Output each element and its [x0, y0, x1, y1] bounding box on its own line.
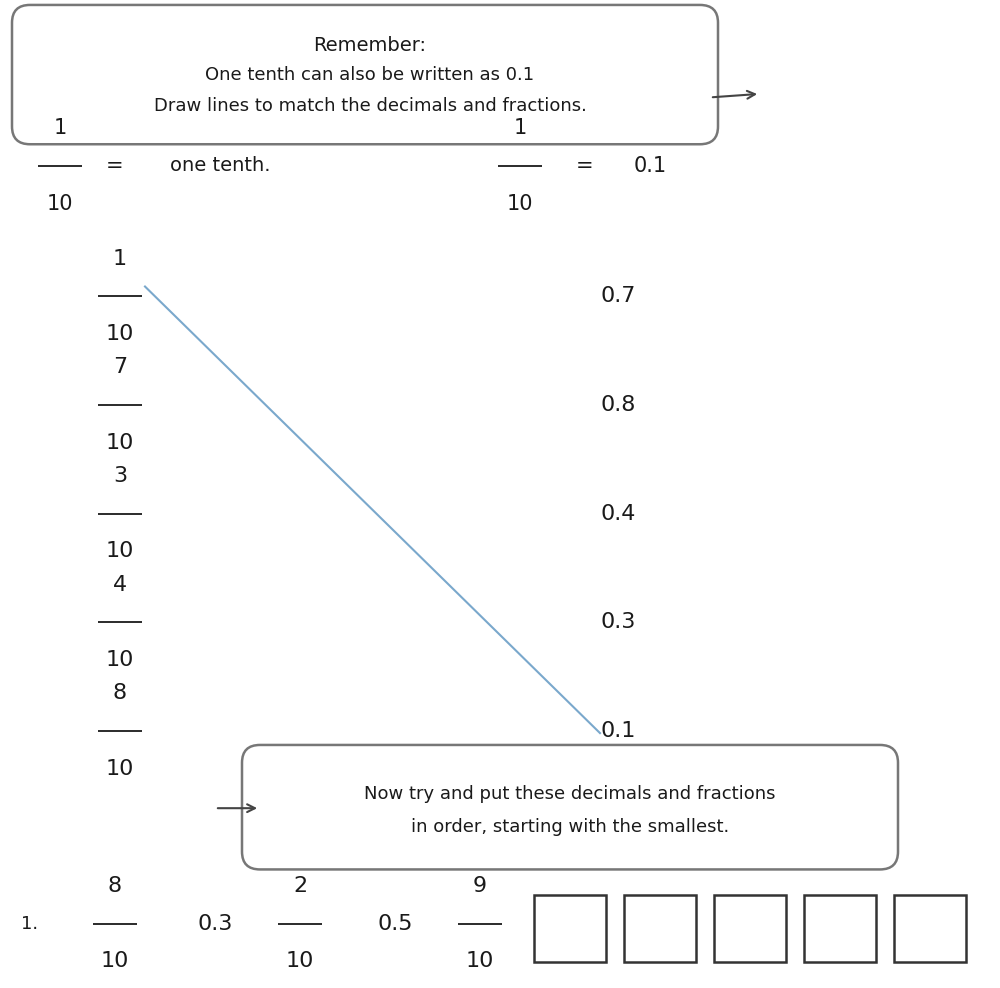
Text: =: = [576, 156, 594, 176]
Bar [714, 895, 786, 962]
Text: Draw lines to match the decimals and fractions.: Draw lines to match the decimals and fra… [154, 97, 586, 115]
Text: one tenth.: one tenth. [170, 156, 270, 176]
Text: 1.: 1. [21, 915, 39, 933]
Bar [534, 895, 606, 962]
Text: 8: 8 [113, 684, 127, 703]
Text: 10: 10 [106, 541, 134, 561]
Text: 0.8: 0.8 [600, 395, 635, 415]
Text: 10: 10 [106, 324, 134, 344]
Text: 10: 10 [286, 951, 314, 971]
Text: 0.3: 0.3 [197, 914, 233, 934]
FancyBboxPatch shape [12, 5, 718, 144]
Text: 1: 1 [53, 119, 67, 138]
Text: 8: 8 [108, 876, 122, 896]
Text: 1: 1 [513, 119, 527, 138]
Text: 0.3: 0.3 [600, 613, 635, 632]
Text: 0.7: 0.7 [600, 287, 635, 306]
Text: 4: 4 [113, 575, 127, 595]
Text: 10: 10 [106, 433, 134, 453]
Text: 0.5: 0.5 [377, 914, 413, 934]
Text: 10: 10 [101, 951, 129, 971]
Text: 10: 10 [466, 951, 494, 971]
Text: in order, starting with the smallest.: in order, starting with the smallest. [411, 818, 729, 836]
Text: 2: 2 [293, 876, 307, 896]
Text: 0.1: 0.1 [633, 156, 667, 176]
Text: Remember:: Remember: [314, 36, 426, 55]
Text: 10: 10 [106, 650, 134, 670]
Bar [894, 895, 966, 962]
Text: 1: 1 [113, 249, 127, 269]
Text: One tenth can also be written as 0.1: One tenth can also be written as 0.1 [205, 65, 535, 84]
Text: 3: 3 [113, 466, 127, 486]
Text: 10: 10 [47, 194, 73, 213]
Text: 0.4: 0.4 [600, 504, 635, 524]
FancyBboxPatch shape [242, 745, 898, 869]
Bar [624, 895, 696, 962]
Text: Now try and put these decimals and fractions: Now try and put these decimals and fract… [364, 784, 776, 803]
Text: 0.1: 0.1 [600, 721, 635, 741]
Text: 10: 10 [507, 194, 533, 213]
Bar [804, 895, 876, 962]
Text: 10: 10 [106, 759, 134, 779]
Text: 9: 9 [473, 876, 487, 896]
Text: 7: 7 [113, 358, 127, 377]
Text: =: = [106, 156, 124, 176]
